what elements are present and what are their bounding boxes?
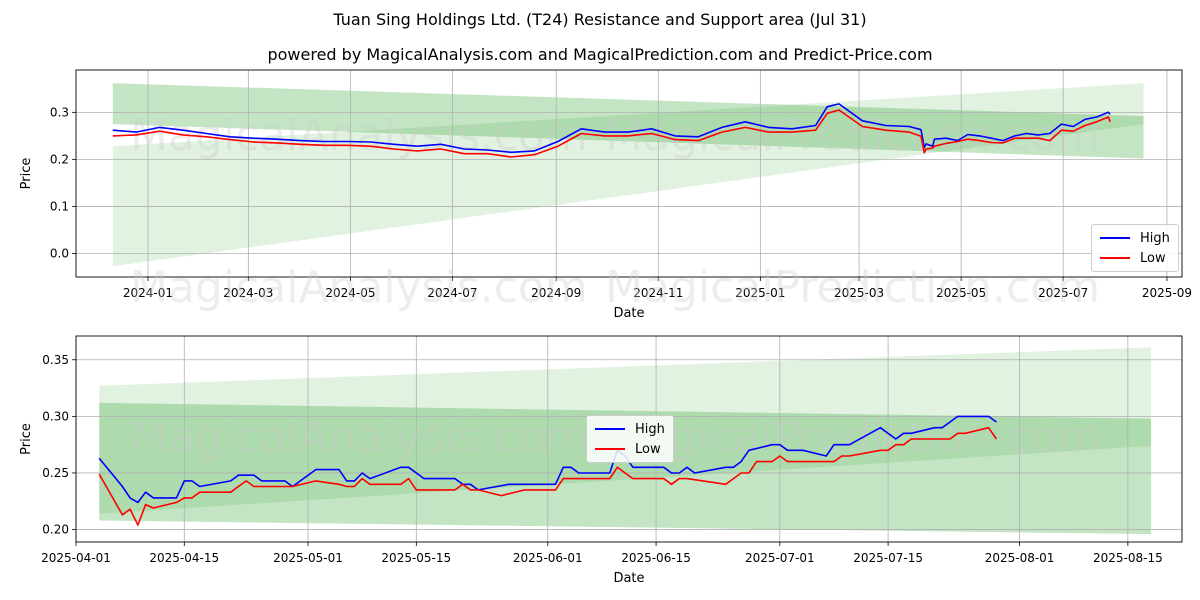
y-tick-label: 0.25 [42, 466, 69, 480]
x-tick-label: 2025-03 [834, 286, 884, 300]
plot-frame [75, 69, 1183, 278]
x-tick-label: 2025-09 [1142, 286, 1192, 300]
chart-panel-0: 2024-01 2024-03 2024-05 2024-07 2024-09 2024-… [19, 69, 1192, 321]
x-tick-label: 2024-09 [531, 286, 581, 300]
x-tick-label: 2024-01 [123, 286, 173, 300]
legend-label-high: High [635, 421, 665, 437]
legend-label-low: Low [1140, 250, 1166, 266]
x-tick-label: 2025-07-15 [853, 551, 923, 565]
legend-top: High Low [1091, 224, 1179, 272]
x-tick-label: 2024-05 [325, 286, 375, 300]
y-tick-label: 0.20 [42, 523, 69, 537]
legend-swatch-low [595, 448, 625, 450]
watermark-text: MagicalAnalysis.com [130, 262, 588, 313]
legend-swatch-high [1100, 237, 1130, 239]
x-tick-label: 2025-08-01 [985, 551, 1055, 565]
x-tick-label: 2025-07 [1038, 286, 1088, 300]
series-line-low [112, 109, 1111, 158]
legend-label-high: High [1140, 230, 1170, 246]
x-tick-label: 2025-08-15 [1093, 551, 1163, 565]
chart-title: Tuan Sing Holdings Ltd. (T24) Resistance… [333, 10, 867, 29]
x-tick-label: 2025-05-15 [381, 551, 451, 565]
band-area-1 [112, 83, 1144, 267]
legend-swatch-low [1100, 257, 1130, 259]
watermark-text: MagicalPrediction.com [605, 412, 1100, 463]
x-tick-label: 2025-06-01 [513, 551, 583, 565]
x-tick-label: 2024-07 [427, 286, 477, 300]
y-tick-label: 0.3 [50, 105, 69, 119]
y-tick-label: 0.35 [42, 353, 69, 367]
x-tick-label: 2025-05 [936, 286, 986, 300]
x-axis-label: Date [613, 571, 644, 586]
y-tick-label: 0.1 [50, 199, 69, 213]
plot-frame [75, 335, 1183, 543]
legend-item-high: High [1100, 228, 1170, 248]
y-axis-label: Price [19, 158, 34, 190]
legend-item-low: Low [595, 439, 665, 459]
legend-label-low: Low [635, 441, 661, 457]
legend-bottom: High Low [586, 415, 674, 463]
x-tick-label: 2025-04-15 [149, 551, 219, 565]
x-tick-label: 2025-04-01 [41, 551, 111, 565]
y-tick-label: 0.2 [50, 152, 69, 166]
legend-swatch-high [595, 428, 625, 430]
x-tick-label: 2025-06-15 [621, 551, 691, 565]
y-tick-label: 0.30 [42, 409, 69, 423]
watermark-text: MagicalAnalysis.com [130, 412, 588, 463]
x-tick-label: 2025-05-01 [273, 551, 343, 565]
x-tick-label: 2024-11 [633, 286, 683, 300]
x-axis-label: Date [613, 306, 644, 321]
series-line-high [98, 415, 997, 504]
band-area-0 [112, 83, 1144, 159]
x-tick-label: 2024-03 [223, 286, 273, 300]
legend-item-high: High [595, 419, 665, 439]
watermark-text: MagicalPrediction.com [605, 262, 1100, 313]
y-axis-label: Price [19, 423, 34, 455]
x-tick-label: 2025-01 [735, 286, 785, 300]
legend-item-low: Low [1100, 248, 1170, 268]
series-line-high [112, 103, 1111, 154]
chart-subtitle: powered by MagicalAnalysis.com and Magic… [267, 45, 933, 64]
x-tick-label: 2025-07-01 [745, 551, 815, 565]
y-tick-label: 0.0 [50, 246, 69, 260]
series-line-low [98, 426, 998, 526]
